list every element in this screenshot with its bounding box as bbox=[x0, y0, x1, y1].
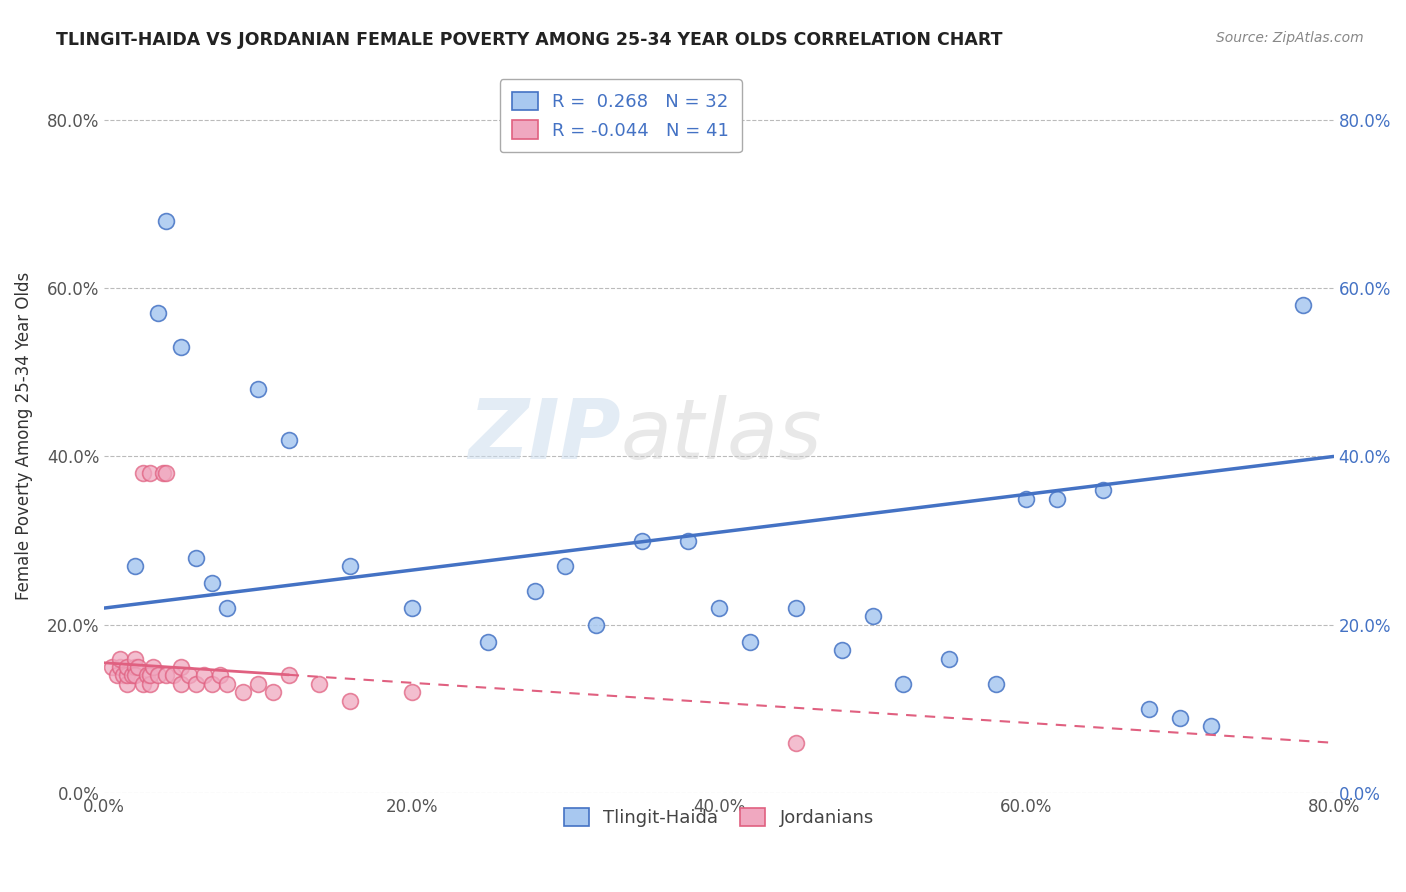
Point bbox=[232, 685, 254, 699]
Point bbox=[152, 467, 174, 481]
Point bbox=[785, 601, 807, 615]
Point bbox=[177, 668, 200, 682]
Point bbox=[108, 660, 131, 674]
Point bbox=[155, 213, 177, 227]
Point bbox=[124, 651, 146, 665]
Point bbox=[401, 685, 423, 699]
Point bbox=[1199, 719, 1222, 733]
Point bbox=[101, 660, 124, 674]
Point bbox=[1137, 702, 1160, 716]
Point bbox=[262, 685, 284, 699]
Point bbox=[523, 584, 546, 599]
Point bbox=[401, 601, 423, 615]
Text: atlas: atlas bbox=[620, 395, 823, 476]
Point bbox=[170, 677, 193, 691]
Point bbox=[146, 668, 169, 682]
Point bbox=[984, 677, 1007, 691]
Point bbox=[139, 467, 162, 481]
Point bbox=[277, 668, 299, 682]
Point bbox=[1092, 483, 1115, 497]
Point bbox=[585, 618, 607, 632]
Point bbox=[308, 677, 330, 691]
Point bbox=[124, 558, 146, 573]
Point bbox=[111, 668, 134, 682]
Point bbox=[785, 736, 807, 750]
Point bbox=[117, 677, 139, 691]
Point bbox=[208, 668, 231, 682]
Point bbox=[217, 677, 239, 691]
Point bbox=[146, 306, 169, 320]
Point bbox=[246, 677, 269, 691]
Point bbox=[891, 677, 914, 691]
Point bbox=[121, 668, 143, 682]
Point bbox=[162, 668, 184, 682]
Text: Source: ZipAtlas.com: Source: ZipAtlas.com bbox=[1216, 31, 1364, 45]
Point bbox=[1168, 710, 1191, 724]
Point bbox=[186, 550, 208, 565]
Point bbox=[131, 677, 153, 691]
Point bbox=[246, 382, 269, 396]
Point bbox=[477, 634, 499, 648]
Point bbox=[831, 643, 853, 657]
Point bbox=[117, 668, 139, 682]
Point bbox=[1015, 491, 1038, 506]
Point bbox=[707, 601, 730, 615]
Point bbox=[201, 575, 224, 590]
Point bbox=[117, 660, 139, 674]
Text: ZIP: ZIP bbox=[468, 395, 620, 476]
Point bbox=[131, 467, 153, 481]
Y-axis label: Female Poverty Among 25-34 Year Olds: Female Poverty Among 25-34 Year Olds bbox=[15, 271, 32, 599]
Point bbox=[139, 668, 162, 682]
Point bbox=[142, 660, 165, 674]
Point bbox=[217, 601, 239, 615]
Point bbox=[1046, 491, 1069, 506]
Point bbox=[105, 668, 128, 682]
Point bbox=[339, 694, 361, 708]
Point bbox=[554, 558, 576, 573]
Point bbox=[124, 660, 146, 674]
Point bbox=[170, 660, 193, 674]
Point bbox=[1292, 298, 1315, 312]
Point bbox=[201, 677, 224, 691]
Text: TLINGIT-HAIDA VS JORDANIAN FEMALE POVERTY AMONG 25-34 YEAR OLDS CORRELATION CHAR: TLINGIT-HAIDA VS JORDANIAN FEMALE POVERT… bbox=[56, 31, 1002, 49]
Point bbox=[136, 668, 159, 682]
Point bbox=[170, 340, 193, 354]
Point bbox=[186, 677, 208, 691]
Point bbox=[139, 677, 162, 691]
Point bbox=[738, 634, 761, 648]
Point bbox=[124, 668, 146, 682]
Point bbox=[631, 533, 654, 548]
Point bbox=[108, 651, 131, 665]
Point bbox=[193, 668, 215, 682]
Point bbox=[862, 609, 884, 624]
Point bbox=[127, 660, 149, 674]
Point bbox=[277, 433, 299, 447]
Point bbox=[339, 558, 361, 573]
Point bbox=[676, 533, 699, 548]
Point bbox=[155, 668, 177, 682]
Legend: Tlingit-Haida, Jordanians: Tlingit-Haida, Jordanians bbox=[557, 801, 882, 834]
Point bbox=[155, 467, 177, 481]
Point bbox=[938, 651, 960, 665]
